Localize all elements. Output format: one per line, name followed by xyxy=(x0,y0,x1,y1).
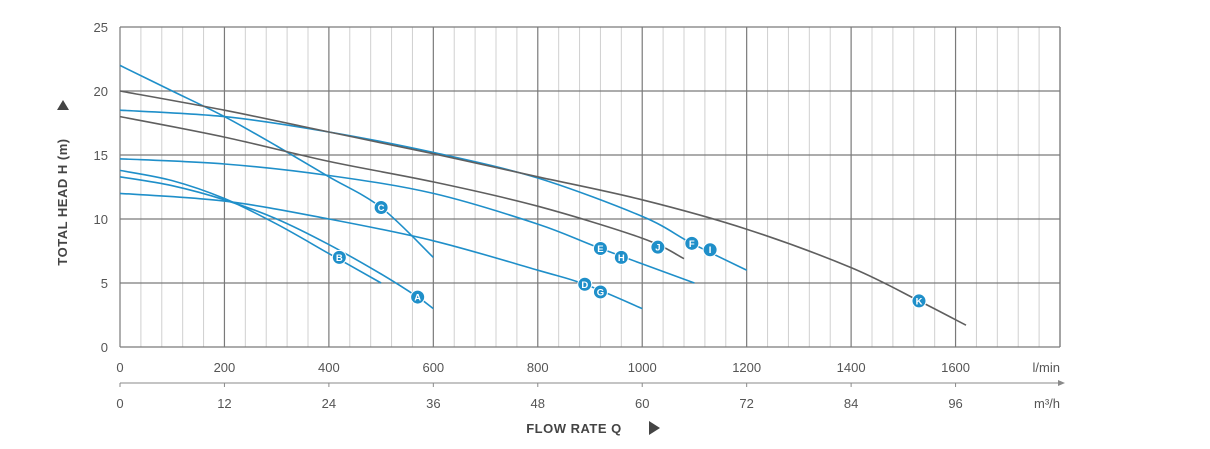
curve-label-b: B xyxy=(331,249,347,265)
curve-label-badge xyxy=(650,239,666,255)
x2-tick-label: 0 xyxy=(116,396,123,411)
curve-label-j: J xyxy=(650,239,666,255)
curve-labels: A B C D E F G H I J K xyxy=(331,199,927,309)
x2-tick-label: 12 xyxy=(217,396,231,411)
curve-label-badge xyxy=(592,240,608,256)
curve-label-badge xyxy=(911,293,927,309)
x-axis-ticks: 0 200 400 600 800 1000 1200 1400 1600 xyxy=(116,360,970,375)
x-tick-label: 600 xyxy=(422,360,444,375)
y-tick-label: 25 xyxy=(94,20,108,35)
curve-e xyxy=(119,158,695,284)
curve-label-h: H xyxy=(613,249,629,265)
curve-label-badge xyxy=(684,235,700,251)
curve-label-badge xyxy=(613,249,629,265)
x2-tick-label: 24 xyxy=(322,396,336,411)
curve-label-text: D xyxy=(581,280,588,291)
x2-unit-label: m³/h xyxy=(1034,396,1060,411)
curve-label-badge xyxy=(373,199,389,215)
x-tick-label: 200 xyxy=(214,360,236,375)
y-tick-label: 0 xyxy=(101,340,108,355)
curve-b xyxy=(119,169,382,284)
curve-label-c: C xyxy=(373,199,389,215)
curve-label-d: D xyxy=(577,276,593,292)
x-tick-label: 1600 xyxy=(941,360,970,375)
curve-label-g: G xyxy=(592,284,608,300)
x-tick-label: 400 xyxy=(318,360,340,375)
y-axis-arrow-icon xyxy=(57,100,69,110)
x-axis-arrow-icon xyxy=(649,421,660,435)
curve-label-k: K xyxy=(911,293,927,309)
curve-label-text: J xyxy=(655,243,660,254)
curve-k xyxy=(119,90,967,326)
curve-label-i: I xyxy=(702,242,718,258)
curve-label-e: E xyxy=(592,240,608,256)
x-tick-label: 0 xyxy=(116,360,123,375)
curve-label-a: A xyxy=(410,289,426,305)
performance-curves xyxy=(119,64,967,326)
x-tick-label: 800 xyxy=(527,360,549,375)
x2-tick-label: 60 xyxy=(635,396,649,411)
x-tick-label: 1000 xyxy=(628,360,657,375)
curve-label-text: E xyxy=(597,244,603,255)
y-tick-label: 20 xyxy=(94,84,108,99)
curve-label-badge xyxy=(410,289,426,305)
x2-tick-label: 72 xyxy=(739,396,753,411)
curve-label-badge xyxy=(702,242,718,258)
curve-j xyxy=(119,115,685,260)
x-tick-label: 1200 xyxy=(732,360,761,375)
curve-label-text: F xyxy=(689,239,695,250)
curve-label-badge xyxy=(592,284,608,300)
x-unit-label: l/min xyxy=(1033,360,1060,375)
curve-label-text: I xyxy=(709,245,712,256)
y-axis-ticks: 0 5 10 15 20 25 xyxy=(94,20,108,355)
curve-f xyxy=(119,109,748,271)
x-axis-title: FLOW RATE Q xyxy=(526,421,622,436)
curve-label-text: G xyxy=(597,287,604,298)
curve-label-text: K xyxy=(916,296,923,307)
curve-label-text: A xyxy=(414,293,421,304)
x2-axis-arrow-icon xyxy=(1058,380,1065,386)
curve-label-badge xyxy=(331,249,347,265)
y-axis-title: TOTAL HEAD H (m) xyxy=(55,138,70,265)
y-tick-label: 10 xyxy=(94,212,108,227)
y-tick-label: 5 xyxy=(101,276,108,291)
curve-label-text: C xyxy=(378,203,385,214)
curve-label-text: B xyxy=(336,253,343,264)
x2-tick-label: 48 xyxy=(531,396,545,411)
curve-label-f: F xyxy=(684,235,700,251)
x2-tick-label: 36 xyxy=(426,396,440,411)
x2-tick-label: 96 xyxy=(948,396,962,411)
x2-tick-label: 84 xyxy=(844,396,858,411)
y-tick-label: 15 xyxy=(94,148,108,163)
curve-label-text: H xyxy=(618,253,625,264)
curve-label-badge xyxy=(577,276,593,292)
secondary-x-axis: 0 12 24 36 48 60 72 84 96 xyxy=(116,380,1065,411)
x-tick-label: 1400 xyxy=(837,360,866,375)
